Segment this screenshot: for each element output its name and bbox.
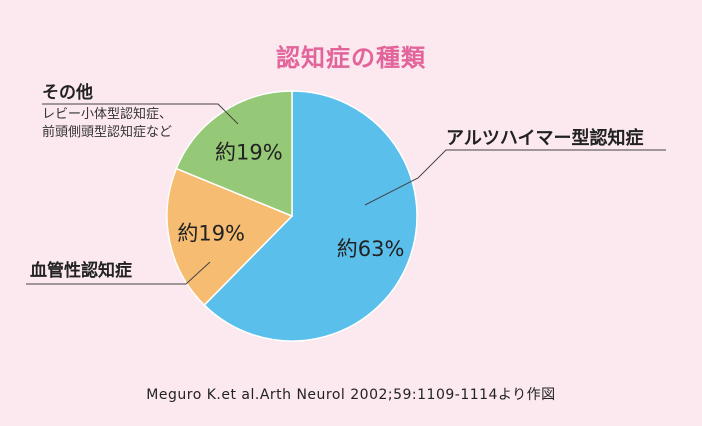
chart-source: Meguro K.et al.Arth Neurol 2002;59:1109-… xyxy=(146,387,556,403)
chart-title: 認知症の種類 xyxy=(276,44,426,72)
slice-alzheimer xyxy=(203,90,418,342)
label-other: その他 xyxy=(42,83,93,103)
leader-line-vascular xyxy=(26,261,211,285)
data-label-alzheimer: 約63% xyxy=(337,237,405,261)
leader-line-other xyxy=(42,103,239,125)
label-vascular: 血管性認知症 xyxy=(30,261,132,281)
slice-vascular xyxy=(166,167,294,307)
label-other-detail-line1: レビー小体型認知症、 xyxy=(42,107,173,122)
data-label-other: 約19% xyxy=(215,141,283,165)
leader-line-alzheimer xyxy=(364,149,666,206)
data-label-vascular: 約19% xyxy=(177,222,245,246)
label-other-detail-line2: 前頭側頭型認知症など xyxy=(42,125,173,140)
label-alzheimer: アルツハイマー型認知症 xyxy=(446,128,644,149)
slice-other xyxy=(175,90,293,218)
